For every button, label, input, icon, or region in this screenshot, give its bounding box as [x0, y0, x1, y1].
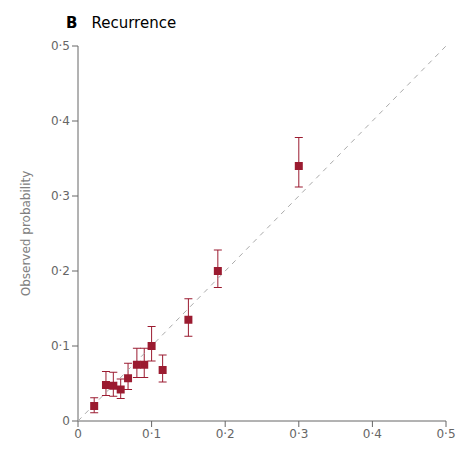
html-text:Recurrence: Recurrence [91, 14, 177, 32]
svg-text:0·2: 0·2 [51, 264, 70, 278]
svg-text:0·4: 0·4 [51, 114, 70, 128]
html-text:B: B [66, 14, 78, 32]
svg-text:Observed probability: Observed probability [19, 171, 33, 297]
svg-text:0·1: 0·1 [142, 427, 161, 441]
svg-text:0·3: 0·3 [289, 427, 308, 441]
svg-text:0·2: 0·2 [216, 427, 235, 441]
svg-text:0·5: 0·5 [51, 39, 70, 53]
svg-text:0: 0 [74, 427, 82, 441]
svg-text:0·5: 0·5 [436, 427, 455, 441]
svg-text:0·1: 0·1 [51, 339, 70, 353]
svg-text:0·3: 0·3 [51, 189, 70, 203]
svg-text:0·4: 0·4 [363, 427, 382, 441]
svg-text:0: 0 [62, 414, 70, 428]
